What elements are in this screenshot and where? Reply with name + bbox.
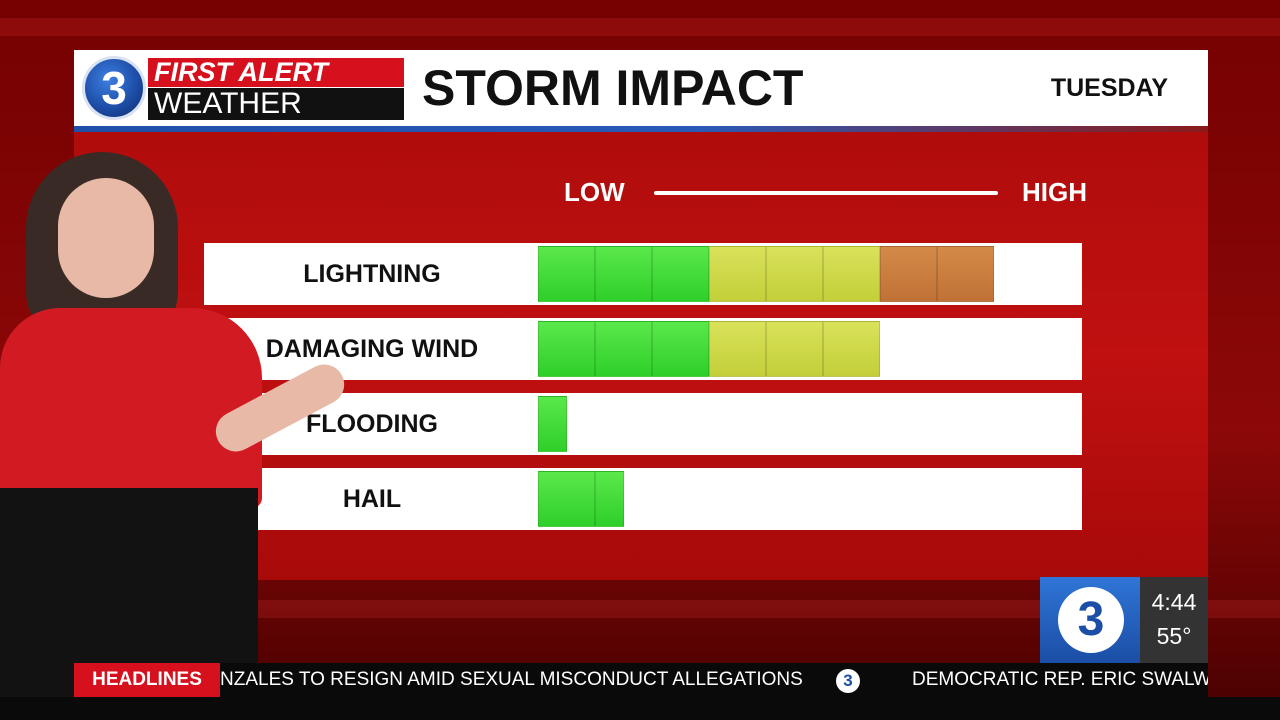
impact-segment-green	[595, 246, 652, 302]
footer-band	[0, 697, 1280, 720]
ticker-headline: NZALES TO RESIGN AMID SEXUAL MISCONDUCT …	[220, 669, 803, 690]
impact-meter	[538, 471, 1078, 527]
presenter-face	[58, 178, 154, 298]
impact-row-flooding: FLOODING	[204, 393, 1082, 455]
impact-row-lightning: LIGHTNING	[204, 243, 1082, 305]
header-bar: 3 FIRST ALERT WEATHER STORM IMPACT TUESD…	[74, 50, 1208, 132]
impact-label: FLOODING	[306, 410, 438, 438]
impact-segment-green	[538, 246, 595, 302]
channel-3-separator-icon: 3	[836, 669, 860, 693]
impact-row-hail: HAIL	[204, 468, 1082, 530]
page-title: STORM IMPACT	[422, 60, 804, 116]
logo-weather: WEATHER	[148, 88, 404, 120]
logo-number: 3	[1077, 593, 1105, 646]
impact-label: LIGHTNING	[303, 260, 441, 288]
scale-low-label: LOW	[564, 177, 625, 207]
background-stripe	[0, 600, 1280, 618]
scale-line	[654, 191, 998, 195]
current-temperature: 55°	[1156, 623, 1192, 649]
impact-segment-green	[652, 246, 709, 302]
impact-meter	[538, 396, 1078, 452]
impact-meter	[538, 246, 1078, 302]
presenter-dress	[0, 308, 262, 508]
ticker-tag: HEADLINES	[74, 663, 220, 697]
channel-3-logo-icon	[82, 56, 146, 120]
ticker-headline: DEMOCRATIC REP. ERIC SWALWE	[912, 669, 1208, 690]
first-alert-weather-logo: 3 FIRST ALERT WEATHER	[80, 56, 406, 120]
current-time: 4:44	[1151, 589, 1197, 615]
impact-segment-yellow	[709, 321, 766, 377]
impact-segment-yellow	[709, 246, 766, 302]
impact-panel: LOW HIGH LIGHTNING DAMAGING WIND FLOODIN…	[74, 132, 1208, 580]
header-rule	[74, 126, 1208, 132]
impact-segment-yellow	[823, 246, 880, 302]
impact-segment-yellow	[766, 321, 823, 377]
impact-segment-green	[595, 321, 652, 377]
news-ticker: HEADLINES NZALES TO RESIGN AMID SEXUAL M…	[74, 663, 1208, 697]
impact-segment-green	[595, 471, 624, 527]
channel-3-logo-icon: 3	[1040, 577, 1140, 663]
background-stripe	[0, 18, 1280, 36]
forecast-day: TUESDAY	[1050, 74, 1168, 102]
impact-segment-green	[652, 321, 709, 377]
logo-number: 3	[101, 62, 127, 114]
logo-first-alert: FIRST ALERT	[148, 58, 404, 87]
impact-meter	[538, 321, 1078, 377]
impact-segment-green	[538, 321, 595, 377]
impact-segment-orange	[937, 246, 994, 302]
station-bug: 3 4:44 55°	[1040, 577, 1208, 663]
impact-row-damaging-wind: DAMAGING WIND	[204, 318, 1082, 380]
impact-segment-orange	[880, 246, 937, 302]
scale-high-label: HIGH	[1022, 177, 1087, 207]
logo-circle	[1058, 587, 1124, 653]
impact-label: DAMAGING WIND	[265, 335, 479, 363]
impact-segment-yellow	[823, 321, 880, 377]
impact-segment-green	[538, 396, 567, 452]
impact-segment-green	[538, 471, 595, 527]
impact-segment-yellow	[766, 246, 823, 302]
presenter-image	[0, 148, 380, 720]
impact-label: HAIL	[342, 485, 402, 513]
